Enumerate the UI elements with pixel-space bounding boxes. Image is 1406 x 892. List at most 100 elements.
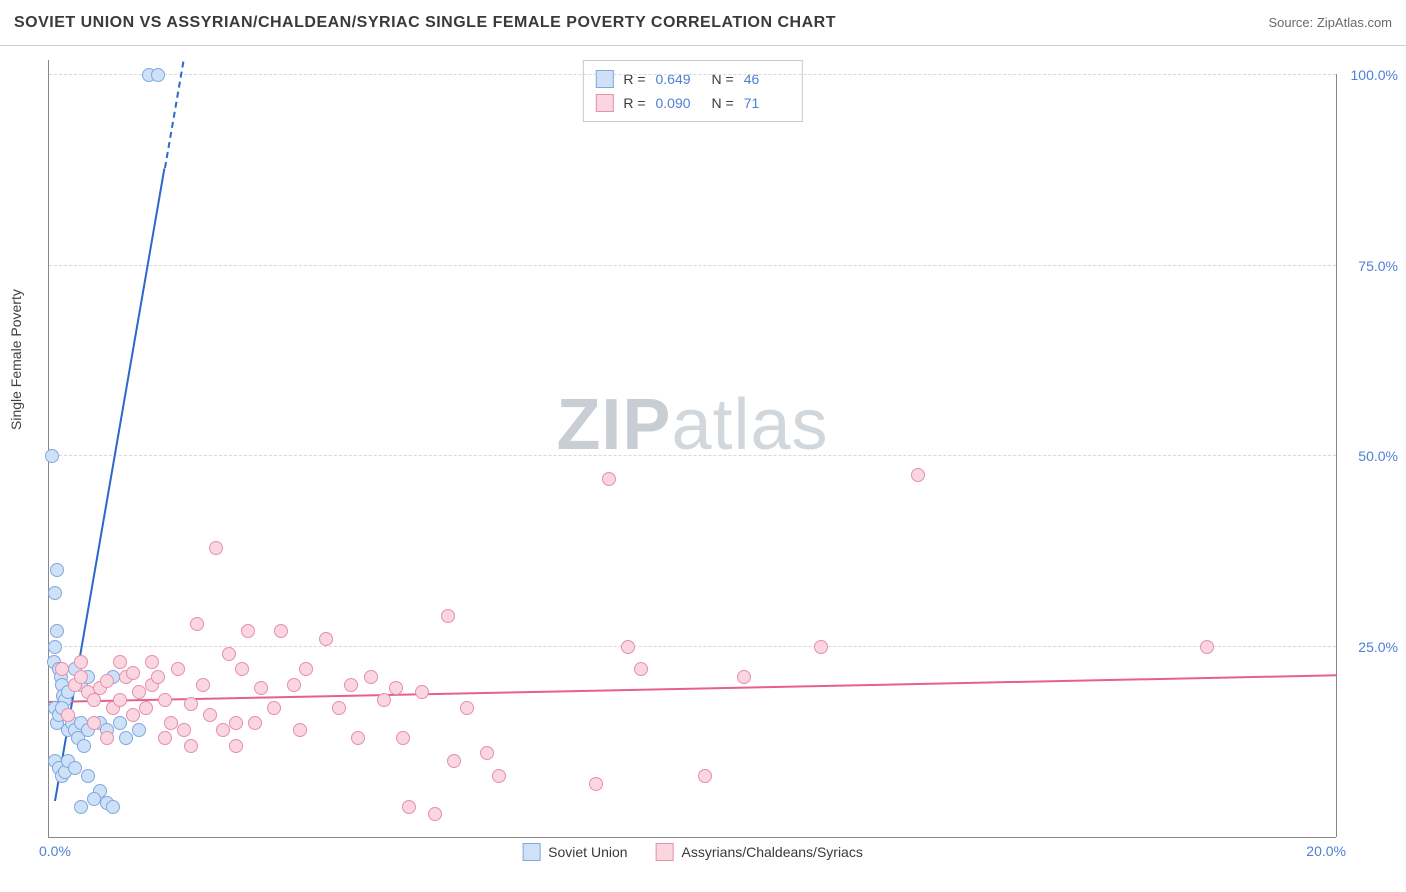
chart-header: SOVIET UNION VS ASSYRIAN/CHALDEAN/SYRIAC… xyxy=(0,0,1406,46)
watermark-zip: ZIP xyxy=(556,385,671,465)
watermark: ZIPatlas xyxy=(556,384,828,466)
x-tick-min: 0.0% xyxy=(39,843,71,859)
data-point xyxy=(460,701,474,715)
y-axis-label: Single Female Poverty xyxy=(8,289,24,430)
data-point xyxy=(184,697,198,711)
chart-title: SOVIET UNION VS ASSYRIAN/CHALDEAN/SYRIAC… xyxy=(14,14,836,32)
data-point xyxy=(293,723,307,737)
data-point xyxy=(344,678,358,692)
data-point xyxy=(50,624,64,638)
data-point xyxy=(441,609,455,623)
data-point xyxy=(377,693,391,707)
watermark-atlas: atlas xyxy=(671,385,828,465)
data-point xyxy=(61,708,75,722)
data-point xyxy=(589,777,603,791)
data-point xyxy=(254,681,268,695)
data-point xyxy=(87,716,101,730)
y-tick-label: 75.0% xyxy=(1342,258,1398,274)
legend-label: Assyrians/Chaldeans/Syriacs xyxy=(682,844,863,860)
data-point xyxy=(132,685,146,699)
x-tick-max: 20.0% xyxy=(1306,843,1346,859)
legend-n-label: N = xyxy=(712,95,734,111)
data-point xyxy=(351,731,365,745)
y-axis-right xyxy=(1336,74,1337,837)
data-point xyxy=(332,701,346,715)
data-point xyxy=(77,739,91,753)
data-point xyxy=(299,662,313,676)
data-point xyxy=(145,655,159,669)
gridline xyxy=(49,74,1336,75)
legend-stats-row: R = 0.649 N = 46 xyxy=(595,67,789,91)
legend-n-value-1: 71 xyxy=(744,95,790,111)
data-point xyxy=(222,647,236,661)
data-point xyxy=(164,716,178,730)
data-point xyxy=(74,800,88,814)
data-point xyxy=(621,640,635,654)
data-point xyxy=(241,624,255,638)
data-point xyxy=(480,746,494,760)
data-point xyxy=(229,716,243,730)
legend-stats-row: R = 0.090 N = 71 xyxy=(595,91,789,115)
data-point xyxy=(389,681,403,695)
data-point xyxy=(45,449,59,463)
legend-swatch xyxy=(522,843,540,861)
plot-area: ZIPatlas R = 0.649 N = 46 R = 0.090 N = … xyxy=(48,60,1336,838)
data-point xyxy=(68,761,82,775)
data-point xyxy=(602,472,616,486)
data-point xyxy=(126,666,140,680)
data-point xyxy=(184,739,198,753)
gridline xyxy=(49,455,1336,456)
data-point xyxy=(132,723,146,737)
data-point xyxy=(74,670,88,684)
gridline xyxy=(49,646,1336,647)
data-point xyxy=(126,708,140,722)
data-point xyxy=(81,769,95,783)
y-tick-label: 25.0% xyxy=(1342,639,1398,655)
legend-label: Soviet Union xyxy=(548,844,627,860)
data-point xyxy=(48,586,62,600)
data-point xyxy=(267,701,281,715)
data-point xyxy=(248,716,262,730)
legend-item: Assyrians/Chaldeans/Syriacs xyxy=(656,843,863,861)
data-point xyxy=(113,693,127,707)
data-point xyxy=(119,731,133,745)
legend-swatch-0 xyxy=(595,70,613,88)
data-point xyxy=(100,674,114,688)
data-point xyxy=(274,624,288,638)
data-point xyxy=(402,800,416,814)
data-point xyxy=(158,693,172,707)
legend-stats: R = 0.649 N = 46 R = 0.090 N = 71 xyxy=(582,60,802,122)
data-point xyxy=(287,678,301,692)
legend-r-value-1: 0.090 xyxy=(656,95,702,111)
data-point xyxy=(216,723,230,737)
data-point xyxy=(203,708,217,722)
trend-line xyxy=(49,674,1337,703)
data-point xyxy=(151,670,165,684)
y-tick-label: 50.0% xyxy=(1342,448,1398,464)
data-point xyxy=(55,662,69,676)
data-point xyxy=(492,769,506,783)
data-point xyxy=(737,670,751,684)
data-point xyxy=(319,632,333,646)
data-point xyxy=(911,468,925,482)
data-point xyxy=(396,731,410,745)
data-point xyxy=(196,678,210,692)
data-point xyxy=(113,655,127,669)
legend-swatch-1 xyxy=(595,94,613,112)
trend-line-dashed xyxy=(164,61,184,168)
data-point xyxy=(209,541,223,555)
data-point xyxy=(415,685,429,699)
data-point xyxy=(447,754,461,768)
gridline xyxy=(49,265,1336,266)
legend-item: Soviet Union xyxy=(522,843,627,861)
data-point xyxy=(100,731,114,745)
data-point xyxy=(113,716,127,730)
legend-series: Soviet Union Assyrians/Chaldeans/Syriacs xyxy=(522,843,863,861)
data-point xyxy=(1200,640,1214,654)
data-point xyxy=(87,792,101,806)
data-point xyxy=(698,769,712,783)
data-point xyxy=(235,662,249,676)
source-label: Source: ZipAtlas.com xyxy=(1268,15,1392,30)
data-point xyxy=(190,617,204,631)
data-point xyxy=(139,701,153,715)
